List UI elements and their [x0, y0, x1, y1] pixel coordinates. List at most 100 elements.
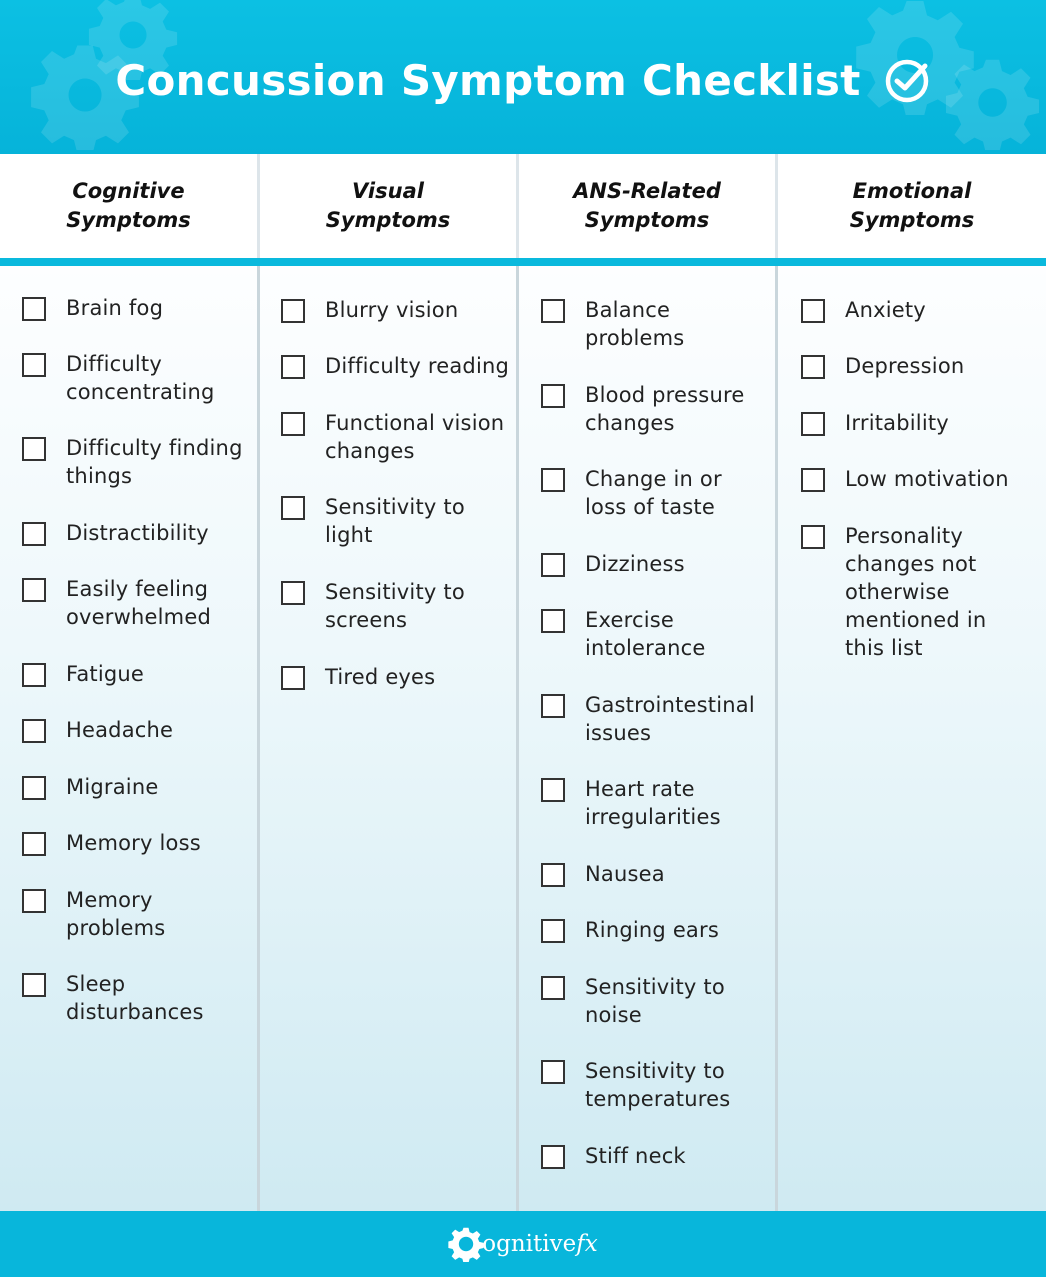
checklist-item[interactable]: Brain fog — [22, 294, 163, 322]
column-heading-emotional: Emotional Symptoms — [778, 154, 1046, 258]
checkbox[interactable] — [22, 353, 46, 377]
checkbox[interactable] — [281, 496, 305, 520]
checkbox[interactable] — [801, 355, 825, 379]
checklist-item[interactable]: Fatigue — [22, 660, 144, 688]
item-label: Sensitivity to screens — [325, 580, 465, 632]
checkbox[interactable] — [541, 468, 565, 492]
checklist-item[interactable]: Sensitivity to noise — [541, 973, 725, 1029]
checklist-item[interactable]: Tired eyes — [281, 663, 435, 691]
logo-text-fx: fx — [576, 1231, 598, 1257]
item-label: Exercise intolerance — [585, 608, 706, 660]
checkbox[interactable] — [22, 719, 46, 743]
checklist-item[interactable]: Anxiety — [801, 296, 926, 324]
checkbox[interactable] — [22, 832, 46, 856]
checklist-item[interactable]: Exercise intolerance — [541, 606, 705, 662]
checkbox[interactable] — [541, 1145, 565, 1169]
check-circle-icon — [885, 59, 928, 103]
checkbox[interactable] — [22, 522, 46, 546]
checklist-item[interactable]: Difficulty reading — [281, 352, 509, 380]
checkbox[interactable] — [22, 663, 46, 687]
item-label: Difficulty concentrating — [66, 352, 215, 404]
item-label: Sleep disturbances — [66, 972, 204, 1024]
item-label: Fatigue — [66, 662, 145, 686]
checklist-item[interactable]: Distractibility — [22, 519, 209, 547]
checklist-item[interactable]: Memory problems — [22, 886, 165, 942]
checkbox[interactable] — [22, 889, 46, 913]
checkbox[interactable] — [541, 863, 565, 887]
checklist-item[interactable]: Sensitivity to screens — [281, 578, 465, 634]
checkbox[interactable] — [22, 297, 46, 321]
item-label: Tired eyes — [325, 665, 436, 689]
checklist-item[interactable]: Heart rate irregularities — [541, 775, 721, 831]
page-title: Concussion Symptom Checklist — [115, 55, 861, 105]
checkbox[interactable] — [22, 973, 46, 997]
cognitivefx-logo: ognitivefx — [448, 1226, 598, 1262]
item-label: Headache — [66, 718, 174, 742]
checklist-item[interactable]: Sensitivity to temperatures — [541, 1057, 730, 1113]
checkbox[interactable] — [801, 525, 825, 549]
checkbox[interactable] — [541, 553, 565, 577]
gear-decoration-icon — [88, 0, 178, 80]
checklist-item[interactable]: Sleep disturbances — [22, 970, 204, 1026]
column-heading-text: ANS-Related Symptoms — [573, 179, 721, 232]
item-label: Personality changes not otherwise mentio… — [845, 524, 987, 660]
checklist-item[interactable]: Memory loss — [22, 829, 201, 857]
column-heading-visual: Visual Symptoms — [260, 154, 519, 258]
checklist-item[interactable]: Balance problems — [541, 296, 684, 352]
item-label: Sensitivity to temperatures — [585, 1059, 731, 1111]
item-label: Easily feeling overwhelmed — [66, 577, 211, 629]
item-label: Irritability — [845, 411, 949, 435]
checkbox[interactable] — [22, 578, 46, 602]
checklist-item[interactable]: Stiff neck — [541, 1142, 686, 1170]
checklist-item[interactable]: Gastrointestinal issues — [541, 691, 755, 747]
checklist-item[interactable]: Migraine — [22, 773, 158, 801]
checklist-item[interactable]: Difficulty concentrating — [22, 350, 215, 406]
checklist-item[interactable]: Change in or loss of taste — [541, 465, 722, 521]
checklist-item[interactable]: Low motivation — [801, 465, 1009, 493]
gear-decoration-icon — [31, 45, 139, 150]
checkbox[interactable] — [281, 412, 305, 436]
checkbox[interactable] — [541, 976, 565, 1000]
checkbox[interactable] — [801, 412, 825, 436]
checklist-item[interactable]: Easily feeling overwhelmed — [22, 575, 211, 631]
item-label: Sensitivity to light — [325, 495, 465, 547]
checkbox[interactable] — [541, 609, 565, 633]
checklist-item[interactable]: Nausea — [541, 860, 665, 888]
checkbox[interactable] — [22, 437, 46, 461]
checklist-item[interactable]: Irritability — [801, 409, 949, 437]
checkbox[interactable] — [281, 355, 305, 379]
column-visual: Blurry vision Difficulty reading Functio… — [260, 266, 519, 1211]
checkbox[interactable] — [801, 299, 825, 323]
heading-divider — [0, 258, 1046, 266]
checkbox[interactable] — [541, 919, 565, 943]
checklist-item[interactable]: Difficulty finding things — [22, 434, 243, 490]
checklist-item[interactable]: Functional vision changes — [281, 409, 504, 465]
checkbox[interactable] — [541, 1060, 565, 1084]
checklist-item[interactable]: Blurry vision — [281, 296, 458, 324]
item-label: Difficulty finding things — [66, 436, 243, 488]
checkbox[interactable] — [541, 299, 565, 323]
item-label: Change in or loss of taste — [585, 467, 722, 519]
checkbox[interactable] — [541, 384, 565, 408]
checklist-item[interactable]: Headache — [22, 716, 173, 744]
checklist-item[interactable]: Depression — [801, 352, 964, 380]
checklist-item[interactable]: Blood pressure changes — [541, 381, 744, 437]
checklist-item[interactable]: Dizziness — [541, 550, 685, 578]
column-heading-text: Cognitive Symptoms — [66, 179, 191, 232]
checkbox[interactable] — [541, 778, 565, 802]
item-label: Memory loss — [66, 831, 201, 855]
gear-icon — [448, 1227, 484, 1262]
checklist-item[interactable]: Personality changes not otherwise mentio… — [801, 522, 986, 662]
checkbox[interactable] — [281, 581, 305, 605]
checklist-body: Brain fog Difficulty concentrating Diffi… — [0, 266, 1046, 1211]
checkbox[interactable] — [801, 468, 825, 492]
item-label: Dizziness — [585, 552, 685, 576]
checkbox[interactable] — [281, 666, 305, 690]
column-headings: Cognitive Symptoms Visual Symptoms ANS-R… — [0, 154, 1046, 258]
checkbox[interactable] — [22, 776, 46, 800]
checkbox[interactable] — [281, 299, 305, 323]
checklist-item[interactable]: Sensitivity to light — [281, 493, 465, 549]
checklist-item[interactable]: Ringing ears — [541, 916, 719, 944]
item-label: Gastrointestinal issues — [585, 693, 755, 745]
checkbox[interactable] — [541, 694, 565, 718]
